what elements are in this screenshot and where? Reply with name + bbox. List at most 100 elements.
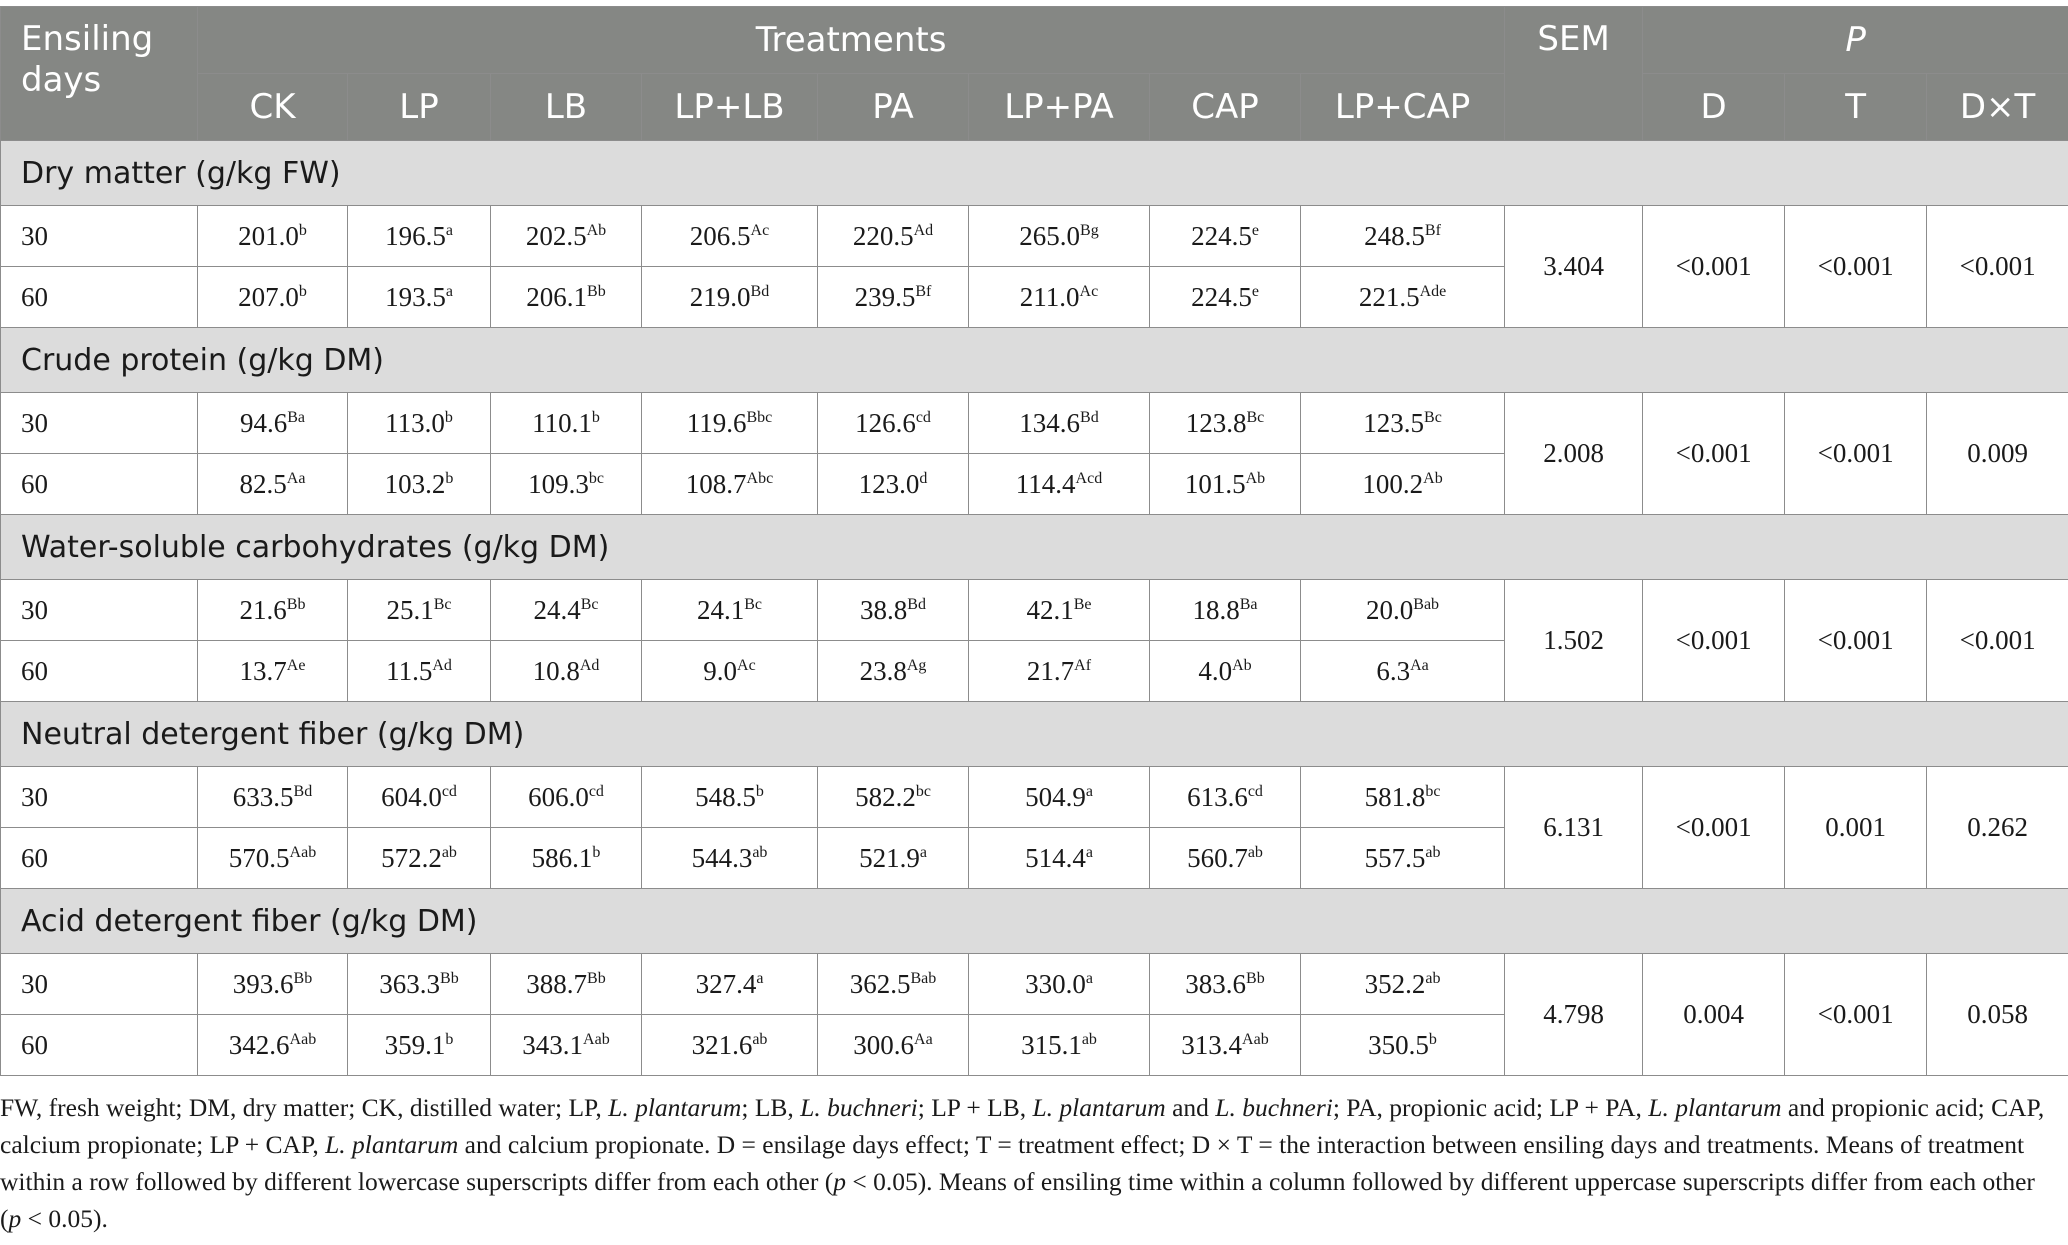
significance-superscript: cd	[915, 408, 931, 426]
significance-superscript: b	[298, 221, 307, 239]
cell-value: 126.6	[855, 407, 916, 438]
value-cell: 219.0Bd	[641, 266, 818, 328]
significance-superscript: Af	[1074, 656, 1092, 674]
value-cell: 202.5Ab	[490, 205, 642, 267]
ensiling-day-cell: 30	[0, 579, 198, 641]
p-value-cell: <0.001	[1784, 392, 1928, 515]
value-cell: 114.4Acd	[968, 453, 1150, 515]
cell-value: 13.7	[239, 655, 287, 686]
cell-value: 330.0	[1025, 968, 1086, 999]
significance-superscript: a	[1085, 969, 1093, 987]
significance-superscript: Aa	[286, 469, 306, 487]
significance-superscript: ab	[752, 843, 768, 861]
significance-superscript: Ade	[1419, 282, 1447, 300]
footnote-italic-text: p	[833, 1167, 846, 1196]
significance-superscript: Aab	[289, 1030, 317, 1048]
footnote-text: and calcium propionate. D = ensilage day…	[0, 1130, 2025, 1196]
value-cell: 21.6Bb	[197, 579, 348, 641]
footnote-italic-text: L. plantarum	[325, 1130, 459, 1159]
significance-superscript: Bc	[1424, 408, 1442, 426]
header-treatment-lp-pa: LP+PA	[968, 73, 1150, 141]
cell-value: 544.3	[691, 842, 753, 873]
significance-superscript: Bf	[915, 282, 932, 300]
cell-value: 321.6	[691, 1029, 753, 1060]
value-cell: 101.5Ab	[1149, 453, 1301, 515]
p-value-cell: 0.001	[1784, 766, 1928, 889]
table-row: 60 13.7Ae 11.5Ad 10.8Ad 9.0Ac 23.8Ag 21.7Af 4.0…	[0, 640, 2068, 702]
table-row: 30 633.5Bd 604.0cd 606.0cd 548.5b 582.2bc 504.…	[0, 766, 2068, 889]
cell-value: 103.2	[384, 468, 446, 499]
cell-value: 206.5	[689, 220, 751, 251]
p-value-cell: 0.058	[1926, 953, 2068, 1076]
sem-cell: 3.404	[1504, 205, 1644, 328]
significance-superscript: b	[591, 408, 600, 426]
ensiling-day-cell: 30	[0, 205, 198, 267]
value-cell: 613.6cd	[1149, 766, 1301, 828]
cell-value: 313.4	[1181, 1029, 1243, 1060]
value-cell: 196.5a	[347, 205, 491, 267]
significance-superscript: Ab	[586, 221, 607, 239]
cell-value: 248.5	[1364, 220, 1425, 251]
cell-value: 101.5	[1184, 468, 1246, 499]
significance-superscript: Ab	[1245, 469, 1266, 487]
section-title: Dry matter (g/kg FW)	[0, 140, 2068, 206]
cell-value: 42.1	[1026, 594, 1074, 625]
significance-superscript: d	[919, 469, 928, 487]
header-p-d: D	[1642, 73, 1786, 141]
significance-superscript: ab	[441, 843, 457, 861]
significance-superscript: Bf	[1424, 221, 1441, 239]
value-cell: 211.0Ac	[968, 266, 1150, 328]
cell-value: 606.0	[528, 781, 589, 812]
cell-value: 193.5	[385, 281, 446, 312]
significance-superscript: Ac	[737, 656, 756, 674]
significance-superscript: cd	[441, 782, 457, 800]
cell-value: 633.5	[232, 781, 294, 812]
cell-value: 100.2	[1362, 468, 1424, 499]
significance-superscript: Aa	[914, 1030, 933, 1048]
table-footnote: FW, fresh weight; DM, dry matter; CK, di…	[0, 1089, 2050, 1237]
significance-superscript: Aab	[289, 843, 317, 861]
value-cell: 248.5Bf	[1299, 205, 1506, 267]
footnote-text: ; LP + LB,	[917, 1093, 1033, 1122]
value-cell: 24.1Bc	[641, 579, 818, 641]
cell-value: 207.0	[238, 281, 299, 312]
significance-superscript: b	[445, 469, 454, 487]
ensiling-day-cell: 30	[0, 392, 198, 454]
significance-superscript: Bd	[907, 595, 926, 613]
value-cell: 315.1ab	[968, 1014, 1150, 1076]
value-cell: 108.7Abc	[641, 453, 818, 515]
sem-cell: 2.008	[1504, 392, 1644, 515]
significance-superscript: Ac	[750, 221, 770, 239]
section-header-row: Crude protein (g/kg DM)	[0, 327, 2068, 393]
value-cell: 193.5a	[347, 266, 491, 328]
significance-superscript: cd	[1247, 782, 1263, 800]
significance-superscript: Bd	[1080, 408, 1099, 426]
significance-superscript: Ab	[1232, 656, 1252, 674]
cell-value: 9.0	[703, 655, 738, 686]
ensiling-day-cell: 60	[0, 640, 198, 702]
header-ensiling-days: Ensiling days	[0, 6, 198, 141]
p-value-cell: <0.001	[1784, 579, 1928, 702]
value-cell: 9.0Ac	[641, 640, 818, 702]
significance-superscript: ab	[752, 1030, 768, 1048]
footnote-italic-text: L. buchneri	[1215, 1093, 1333, 1122]
significance-superscript: Bb	[293, 969, 313, 987]
significance-superscript: Ad	[432, 656, 452, 674]
p-value-cell: <0.001	[1784, 953, 1928, 1076]
value-cell: 224.5e	[1149, 205, 1301, 267]
section-title: Crude protein (g/kg DM)	[0, 327, 2068, 393]
cell-value: 581.8	[1364, 781, 1426, 812]
cell-value: 123.5	[1363, 407, 1425, 438]
significance-superscript: a	[445, 282, 453, 300]
header-p: P	[1642, 6, 2068, 74]
significance-superscript: Ab	[1423, 469, 1443, 487]
section-title: Acid detergent fiber (g/kg DM)	[0, 888, 2068, 954]
table-row: 30 21.6Bb 25.1Bc 24.4Bc 24.1Bc 38.8Bd 42.1Be 18…	[0, 579, 2068, 702]
significance-superscript: Aa	[1410, 656, 1429, 674]
cell-value: 202.5	[525, 220, 587, 251]
cell-value: 350.5	[1368, 1029, 1429, 1060]
significance-superscript: bc	[1425, 782, 1441, 800]
value-cell: 38.8Bd	[817, 579, 969, 641]
value-cell: 504.9a	[968, 766, 1150, 828]
significance-superscript: Bg	[1080, 221, 1099, 239]
